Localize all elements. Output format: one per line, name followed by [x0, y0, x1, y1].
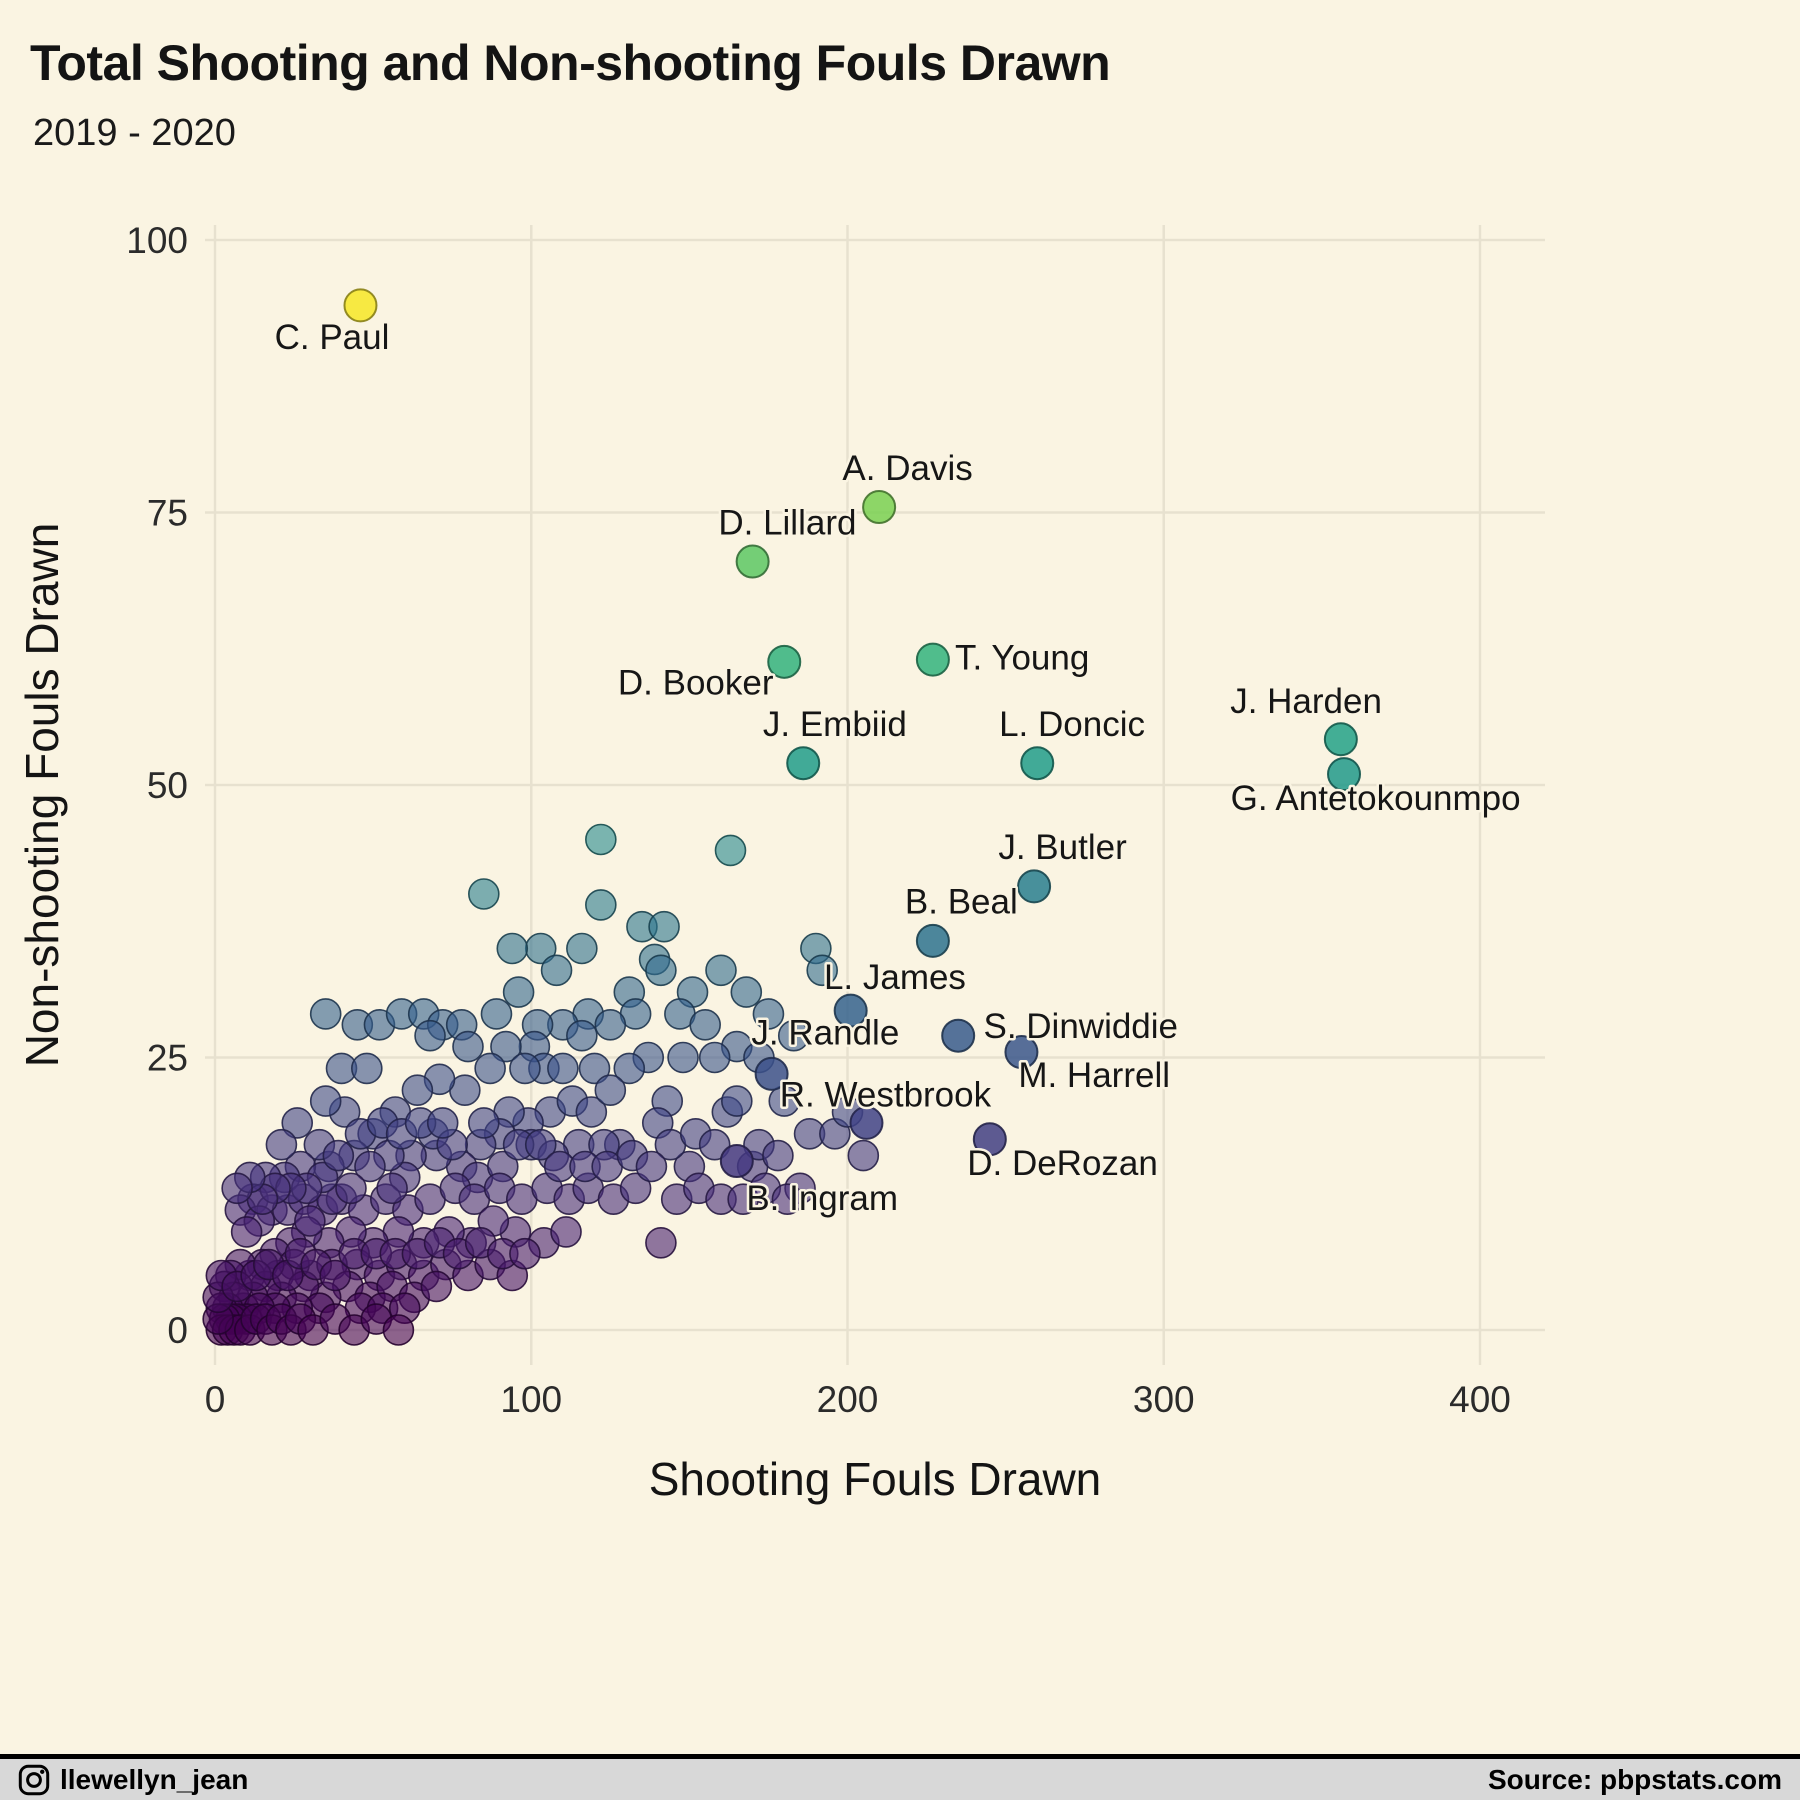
source-credit: Source: pbpstats.com [1487, 1763, 1782, 1795]
svg-text:L. Doncic: L. Doncic [999, 705, 1145, 744]
svg-text:B. Ingram: B. Ingram [746, 1179, 898, 1218]
svg-text:Shooting Fouls Drawn: Shooting Fouls Drawn [649, 1453, 1102, 1505]
svg-text:100: 100 [500, 1379, 562, 1420]
footer: llewellyn_jean Source: pbpstats.com [0, 1754, 1800, 1800]
svg-text:J. Butler: J. Butler [998, 828, 1127, 867]
chart-title: Total Shooting and Non-shooting Fouls Dr… [30, 35, 1111, 91]
svg-text:D. DeRozan: D. DeRozan [967, 1144, 1158, 1183]
footer-left: llewellyn_jean [18, 1764, 248, 1796]
svg-text:S. Dinwiddie: S. Dinwiddie [983, 1007, 1178, 1046]
instagram-icon [18, 1764, 50, 1795]
svg-text:0: 0 [167, 1310, 188, 1351]
chart-subtitle: 2019 - 2020 [33, 112, 236, 154]
svg-text:D. Lillard: D. Lillard [718, 503, 856, 542]
svg-text:J. Embiid: J. Embiid [763, 705, 907, 744]
svg-text:J. Randle: J. Randle [751, 1013, 899, 1052]
svg-text:D. Booker: D. Booker [618, 664, 774, 703]
svg-text:200: 200 [817, 1379, 879, 1420]
svg-text:G. Antetokounmpo: G. Antetokounmpo [1231, 779, 1521, 818]
svg-text:0: 0 [205, 1379, 226, 1420]
svg-text:300: 300 [1133, 1379, 1195, 1420]
svg-text:J. Harden: J. Harden [1230, 682, 1382, 721]
svg-text:B. Beal: B. Beal [905, 883, 1018, 922]
svg-text:M. Harrell: M. Harrell [1018, 1056, 1170, 1095]
svg-text:L. James: L. James [824, 958, 966, 997]
svg-text:Non-shooting Fouls Drawn: Non-shooting Fouls Drawn [16, 523, 68, 1068]
svg-text:R. Westbrook: R. Westbrook [780, 1076, 992, 1115]
svg-text:75: 75 [147, 493, 188, 534]
svg-text:100: 100 [126, 220, 188, 261]
svg-text:25: 25 [147, 1038, 188, 1079]
svg-text:A. Davis: A. Davis [842, 449, 972, 488]
svg-text:400: 400 [1449, 1379, 1511, 1420]
svg-text:50: 50 [147, 765, 188, 806]
instagram-handle: llewellyn_jean [60, 1763, 249, 1795]
svg-text:C. Paul: C. Paul [275, 318, 390, 357]
svg-text:T. Young: T. Young [955, 638, 1089, 677]
